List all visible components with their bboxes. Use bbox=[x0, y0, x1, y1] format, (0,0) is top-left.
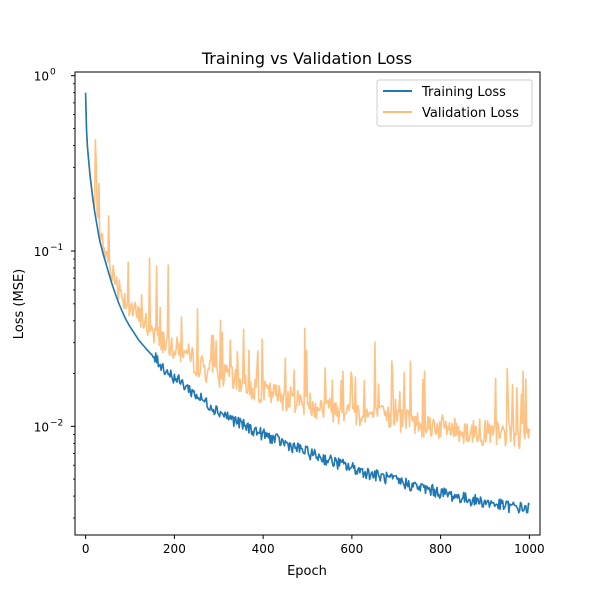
x-tick-label: 600 bbox=[340, 542, 363, 556]
y-tick-exponent: 0 bbox=[50, 68, 56, 78]
legend: Training Loss Validation Loss bbox=[376, 79, 533, 127]
y-tick-exponent: −1 bbox=[50, 243, 63, 253]
y-axis-label: Loss (MSE) bbox=[12, 269, 27, 339]
series-line-validation-loss bbox=[84, 97, 531, 450]
x-axis-label: Epoch bbox=[287, 564, 327, 579]
x-tick-label: 800 bbox=[429, 542, 452, 556]
chart-title: Training vs Validation Loss bbox=[201, 49, 412, 68]
series-line-training-loss bbox=[84, 92, 531, 514]
y-tick-label: 10 bbox=[34, 70, 49, 84]
y-tick-label: 10 bbox=[34, 245, 49, 259]
x-tick-label: 0 bbox=[82, 542, 90, 556]
x-tick-label: 200 bbox=[163, 542, 186, 556]
x-tick-label: 1000 bbox=[514, 542, 545, 556]
legend-label-training: Training Loss bbox=[421, 85, 506, 100]
legend-label-validation: Validation Loss bbox=[422, 106, 519, 121]
y-tick-exponent: −2 bbox=[50, 418, 63, 428]
legend-box bbox=[376, 79, 533, 127]
y-tick-label: 10 bbox=[34, 420, 49, 434]
x-tick-label: 400 bbox=[252, 542, 275, 556]
plot-area bbox=[84, 92, 531, 514]
